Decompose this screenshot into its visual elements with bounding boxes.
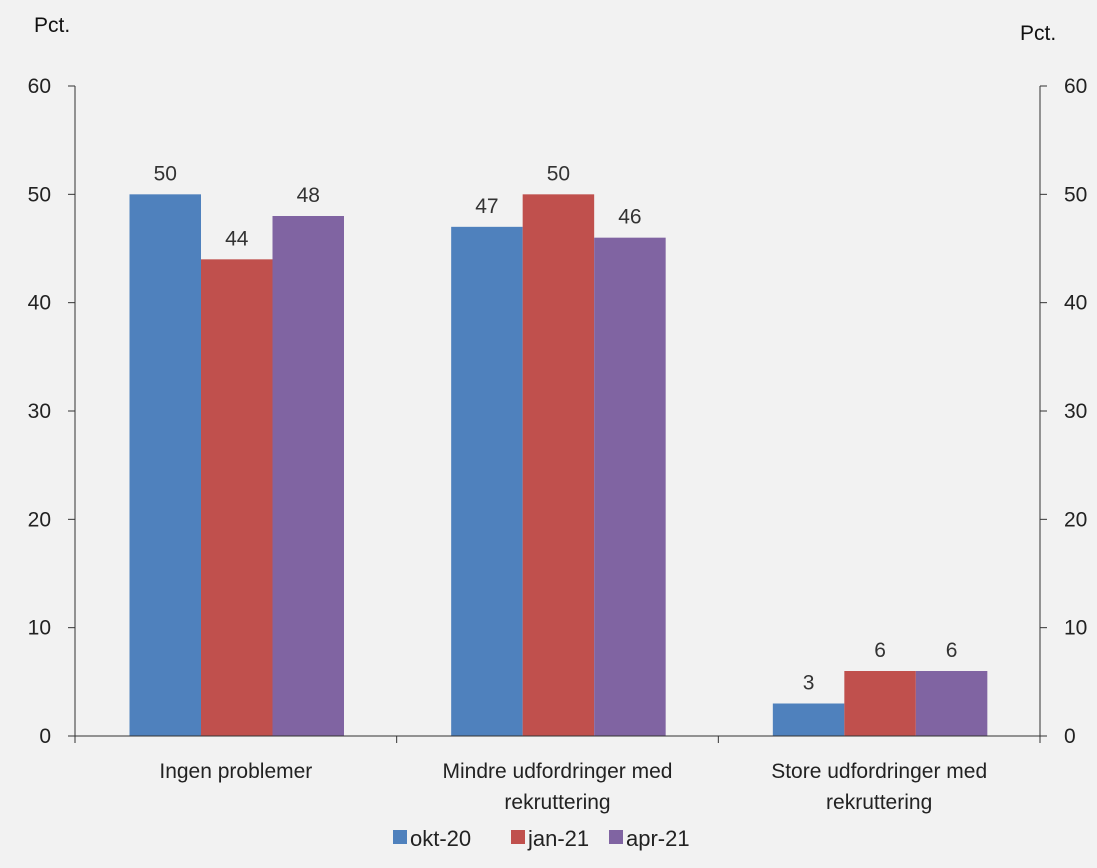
legend-label-okt-20: okt-20 — [410, 826, 471, 851]
legend-swatch-jan-21 — [511, 830, 525, 844]
y-axis-left: 0 10 20 30 40 50 60 — [28, 75, 76, 748]
data-labels: 50 44 48 47 50 46 3 6 6 — [154, 162, 958, 694]
bar-apr-21 — [915, 671, 988, 736]
legend-label-jan-21: jan-21 — [527, 826, 589, 851]
y-tick-left-label: 10 — [28, 617, 51, 640]
data-label-jan-21: 50 — [547, 162, 570, 185]
y-tick-right-label: 40 — [1064, 292, 1087, 315]
category-label: Ingen problemer — [159, 760, 312, 783]
y-axis-unit-right: Pct. — [1020, 22, 1056, 45]
legend: okt-20 jan-21 apr-21 — [393, 826, 690, 851]
bars — [129, 194, 988, 737]
data-label-apr-21: 46 — [618, 206, 641, 229]
legend-swatch-okt-20 — [393, 830, 407, 844]
category-label: rekruttering — [826, 791, 932, 814]
data-label-apr-21: 48 — [297, 184, 320, 207]
bar-okt-20 — [451, 226, 523, 737]
bar-apr-21 — [272, 216, 344, 736]
y-tick-left-label: 60 — [28, 75, 51, 98]
legend-label-apr-21: apr-21 — [626, 826, 690, 851]
data-label-jan-21: 44 — [225, 227, 249, 250]
bar-jan-21 — [201, 259, 273, 736]
y-tick-left-label: 40 — [28, 292, 51, 315]
category-label: Store udfordringer med — [771, 760, 987, 783]
y-tick-right-label: 0 — [1064, 725, 1076, 748]
bar-okt-20 — [772, 703, 845, 736]
bar-apr-21 — [594, 237, 666, 736]
y-tick-right-label: 60 — [1064, 75, 1087, 98]
y-tick-right-label: 50 — [1064, 183, 1087, 206]
data-label-okt-20: 3 — [803, 672, 815, 695]
y-tick-left-label: 30 — [28, 400, 51, 423]
y-tick-right-label: 20 — [1064, 508, 1087, 531]
y-tick-left-label: 50 — [28, 183, 51, 206]
bar-jan-21 — [522, 194, 595, 737]
data-label-okt-20: 47 — [475, 195, 498, 218]
y-tick-right-label: 10 — [1064, 617, 1087, 640]
y-axis-right: 0 10 20 30 40 50 60 — [1039, 75, 1087, 748]
data-label-jan-21: 6 — [874, 639, 886, 662]
category-label: Mindre udfordringer med — [443, 760, 673, 783]
y-axis-unit-left: Pct. — [34, 14, 70, 37]
y-tick-left-label: 0 — [39, 725, 51, 748]
category-label: rekruttering — [504, 791, 610, 814]
bar-jan-21 — [844, 671, 916, 736]
x-axis: Ingen problemer Mindre udfordringer med re… — [74, 735, 1041, 814]
bar-okt-20 — [129, 194, 201, 737]
data-label-apr-21: 6 — [946, 639, 958, 662]
legend-swatch-apr-21 — [609, 830, 623, 844]
y-tick-right-label: 30 — [1064, 400, 1087, 423]
y-tick-left-label: 20 — [28, 508, 51, 531]
data-label-okt-20: 50 — [154, 162, 177, 185]
